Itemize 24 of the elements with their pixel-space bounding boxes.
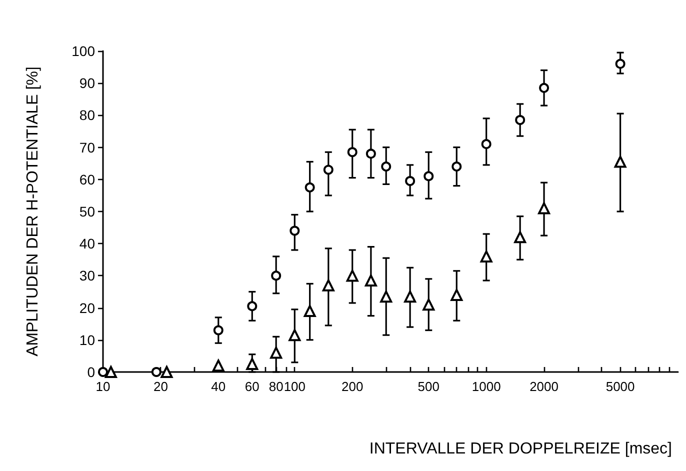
x-tick-label: 60: [244, 379, 260, 394]
x-tick-label: 20: [153, 379, 168, 394]
y-tick-label: 50: [79, 204, 96, 220]
y-tick-label: 40: [79, 236, 96, 252]
y-tick-label: 20: [79, 300, 96, 316]
y-tick-label: 100: [72, 43, 96, 59]
y-tick-label: 80: [79, 107, 96, 124]
x-tick-label: 100: [284, 379, 306, 394]
y-tick-label: 90: [79, 75, 96, 92]
y-tick-label: 10: [79, 332, 96, 348]
y-tick-label: 0: [87, 364, 96, 380]
y-tick-label: 30: [79, 268, 96, 284]
x-tick-label: 5000: [606, 379, 635, 394]
x-tick-label: 1000: [472, 379, 501, 394]
y-tick-label: 70: [79, 139, 96, 156]
x-tick-label: 2000: [530, 379, 558, 394]
x-tick-label: 80: [268, 379, 284, 394]
x-tick-label: 40: [211, 379, 226, 394]
x-tick-label: 200: [342, 379, 364, 394]
x-axis-title: INTERVALLE DER DOPPELREIZE [msec]: [369, 440, 672, 458]
y-axis-title: AMPLITUDEN DER H-POTENTIALE [%]: [24, 66, 42, 356]
x-tick-label: 10: [96, 379, 110, 394]
y-tick-label: 60: [79, 171, 96, 188]
x-tick-label: 500: [418, 379, 440, 394]
